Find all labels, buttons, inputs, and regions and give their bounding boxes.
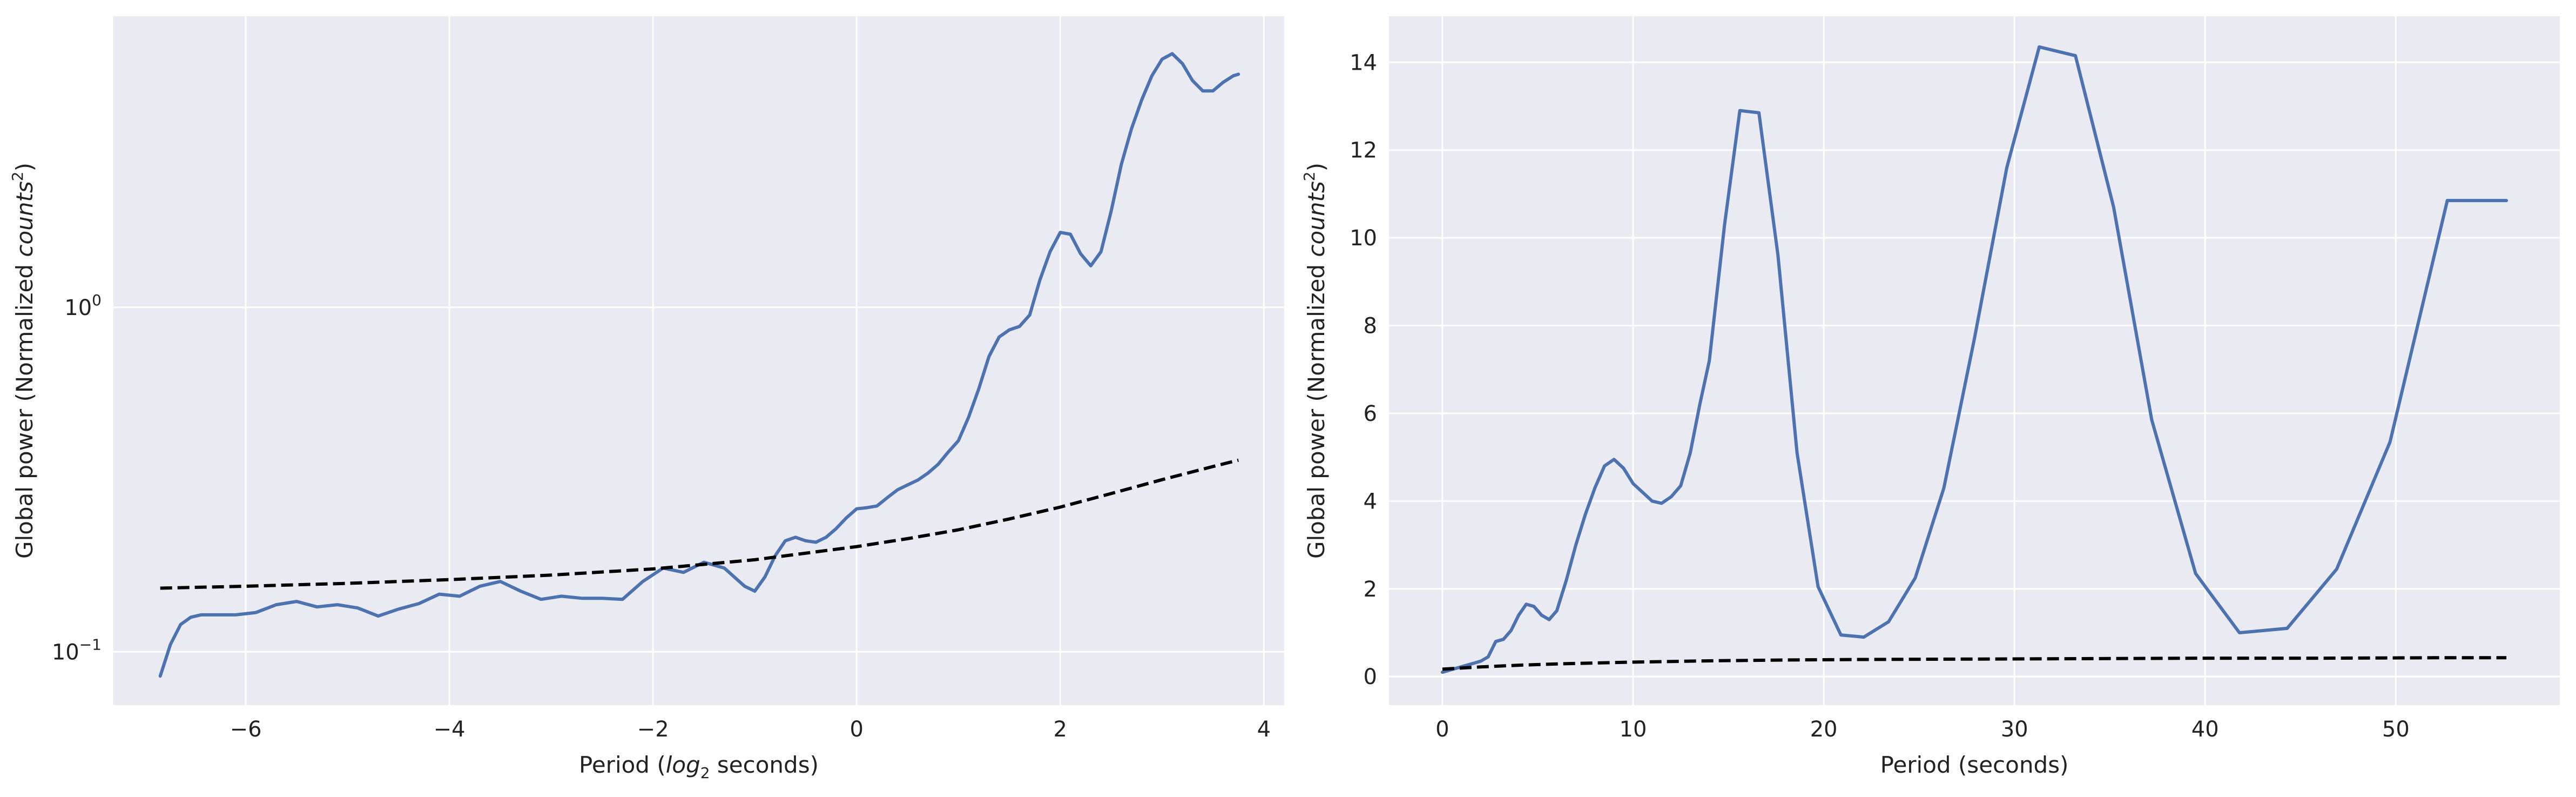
global-power-line [158,52,1240,678]
y-tick-label: 12 [1350,138,1377,163]
plot-area [1389,16,2560,705]
x-tick-label: 0 [1435,717,1449,742]
y-axis-label: Global power (Normalized counts2) [1300,163,1330,559]
y-tick-label: 6 [1364,401,1377,426]
y-tick-label: 10−1 [52,635,102,665]
x-tick-label: −4 [434,717,466,742]
y-tick-label: 10 [1350,226,1377,251]
x-tick-label: 30 [2001,717,2028,742]
y-tick-label: 4 [1364,489,1377,514]
left-panel: −6 −4 −2 0 2 4 10−1 100 Period (log2 seconds) Glo… [9,16,1284,782]
right-panel: 0 10 20 30 40 50 0 2 4 6 8 10 12 14 Period (seconds) Gl… [1300,16,2560,778]
x-tick-label: −6 [230,717,262,742]
x-tick-label: 0 [849,717,863,742]
global-power-line [1440,45,2508,674]
x-tick-label: 40 [2191,717,2219,742]
y-tick-label: 2 [1364,577,1377,602]
x-tick-label: 2 [1054,717,1067,742]
y-tick-label: 0 [1364,665,1377,689]
y-axis-label: Global power (Normalized counts2) [9,163,38,559]
x-axis-label: Period (log2 seconds) [579,752,819,782]
y-tick-label: 8 [1364,314,1377,339]
x-tick-label: 20 [1810,717,1838,742]
x-tick-label: 50 [2382,717,2410,742]
plot-area [113,16,1284,705]
x-tick-label: 10 [1620,717,1647,742]
x-tick-label: −2 [637,717,669,742]
y-tick-label: 100 [64,291,102,320]
significance-line [1442,656,2507,671]
x-axis-label: Period (seconds) [1880,752,2069,778]
x-tick-label: 4 [1257,717,1271,742]
y-tick-label: 14 [1350,50,1377,75]
